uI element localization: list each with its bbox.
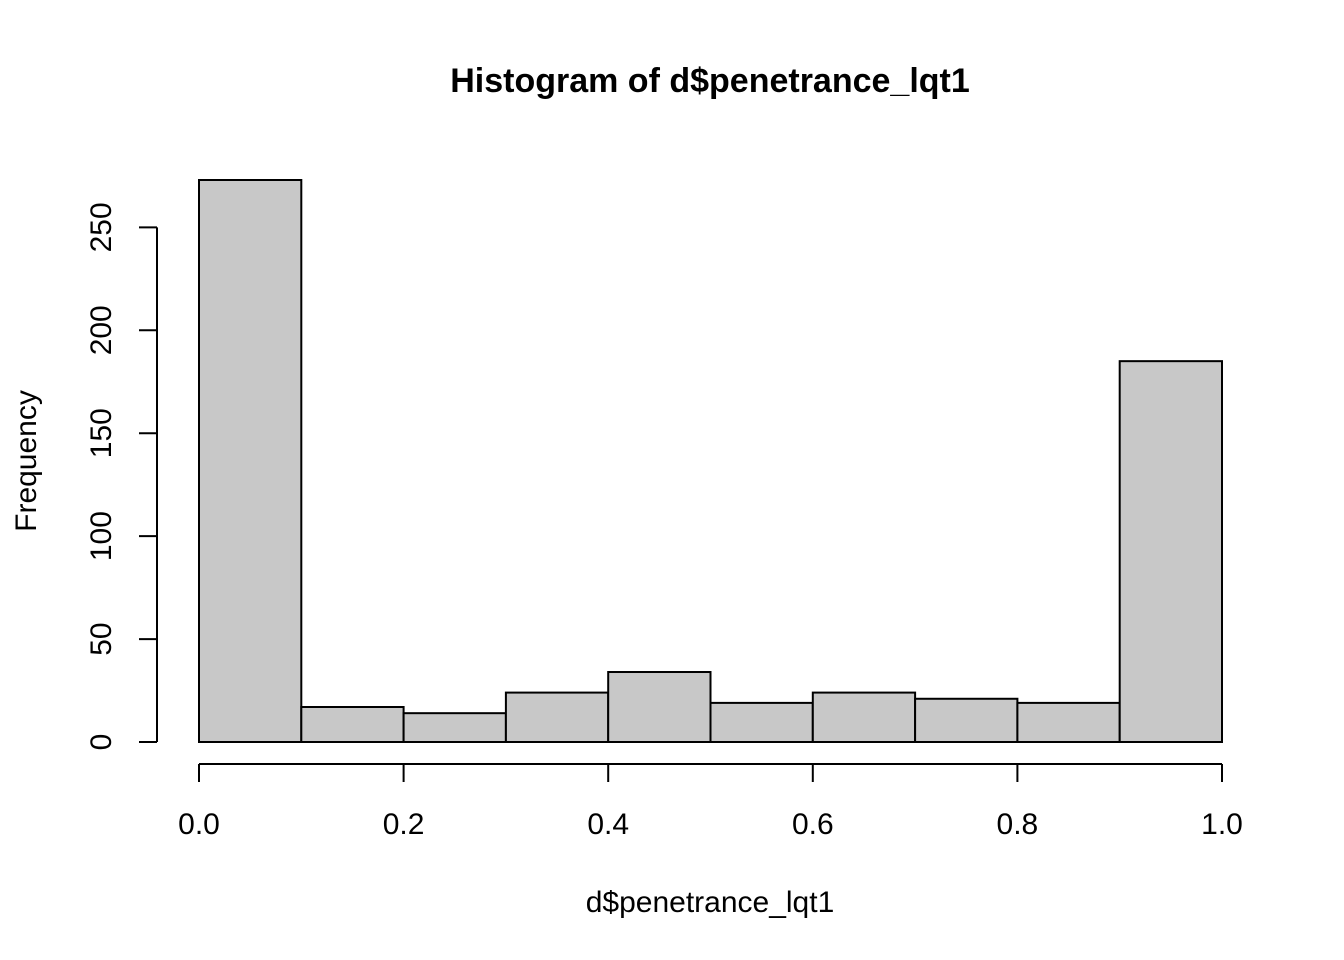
y-tick-label: 50 (85, 622, 118, 655)
histogram-bar (1016, 701, 1121, 744)
y-tick-label: 200 (85, 305, 118, 355)
histogram-bar (811, 691, 917, 743)
x-tick-label: 0.8 (997, 808, 1039, 841)
x-axis-label: d$penetrance_lqt1 (586, 886, 835, 919)
x-tick-label: 0.4 (587, 808, 629, 841)
histogram-bar (709, 701, 814, 744)
y-tick-label: 0 (85, 734, 118, 751)
y-axis: 0 50 100 150 200 250 (85, 202, 158, 751)
y-tick-label: 250 (85, 202, 118, 252)
x-tick-label: 0.6 (792, 808, 834, 841)
x-axis: 0.0 0.2 0.4 0.6 0.8 1.0 (178, 763, 1243, 841)
x-tick-label: 0.2 (383, 808, 425, 841)
histogram-bar (914, 697, 1019, 743)
histogram-bar (504, 691, 610, 743)
x-tick-label: 1.0 (1201, 808, 1243, 841)
histogram-bar (1118, 360, 1223, 743)
histogram-bar (198, 179, 303, 743)
y-tick-label: 100 (85, 511, 118, 561)
histogram-bar (300, 706, 405, 743)
y-axis-label: Frequency (10, 390, 43, 532)
x-tick-label: 0.0 (178, 808, 220, 841)
histogram-bar (402, 712, 507, 744)
y-tick-label: 150 (85, 408, 118, 458)
histogram-bar (607, 671, 712, 743)
chart-title: Histogram of d$penetrance_lqt1 (450, 62, 970, 100)
histogram-bars (198, 179, 1223, 744)
